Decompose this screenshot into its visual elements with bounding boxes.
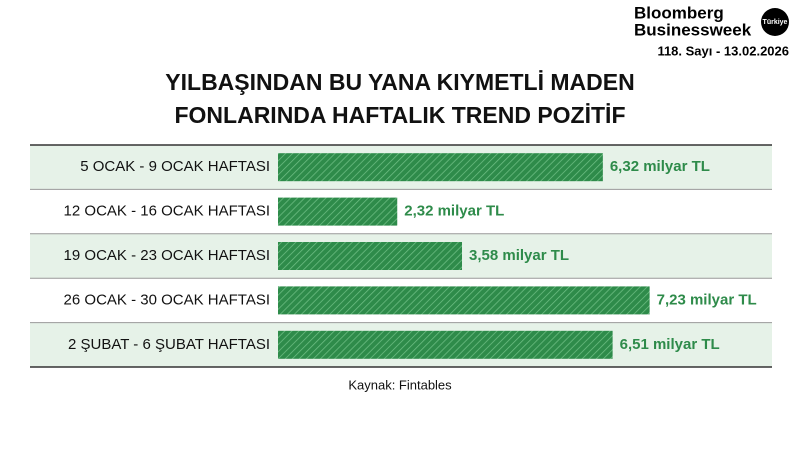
badge-circle (761, 8, 789, 36)
issue: 118. Sayı - 13.02.2026 (657, 43, 789, 58)
category-label: 2 ŞUBAT - 6 ŞUBAT HAFTASI (68, 336, 270, 353)
brand: Bloomberg (634, 3, 724, 22)
bar (278, 330, 613, 359)
bar (278, 153, 603, 182)
value-label: 6,32 milyar TL (610, 158, 710, 175)
bar (278, 286, 650, 315)
value-label: 3,58 milyar TL (469, 247, 569, 264)
brand: Businessweek (634, 20, 752, 39)
value-label: 7,23 milyar TL (657, 291, 757, 308)
category-label: 12 OCAK - 16 OCAK HAFTASI (64, 203, 270, 220)
chart-title: FONLARINDA HAFTALIK TREND POZİTİF (174, 102, 625, 128)
category-label: 26 OCAK - 30 OCAK HAFTASI (64, 291, 270, 308)
source: Kaynak: Fintables (348, 377, 452, 392)
bar (278, 242, 463, 270)
value-label: 6,51 milyar TL (620, 336, 720, 353)
category-label: 19 OCAK - 23 OCAK HAFTASI (64, 247, 270, 264)
bar (278, 197, 398, 226)
value-label: 2,32 milyar TL (404, 203, 504, 220)
chart-title: YILBAŞINDAN BU YANA KIYMETLİ MADEN (165, 69, 634, 95)
category-label: 5 OCAK - 9 OCAK HAFTASI (80, 158, 270, 175)
row-background (30, 189, 772, 234)
badge: Türkiye (763, 19, 788, 26)
